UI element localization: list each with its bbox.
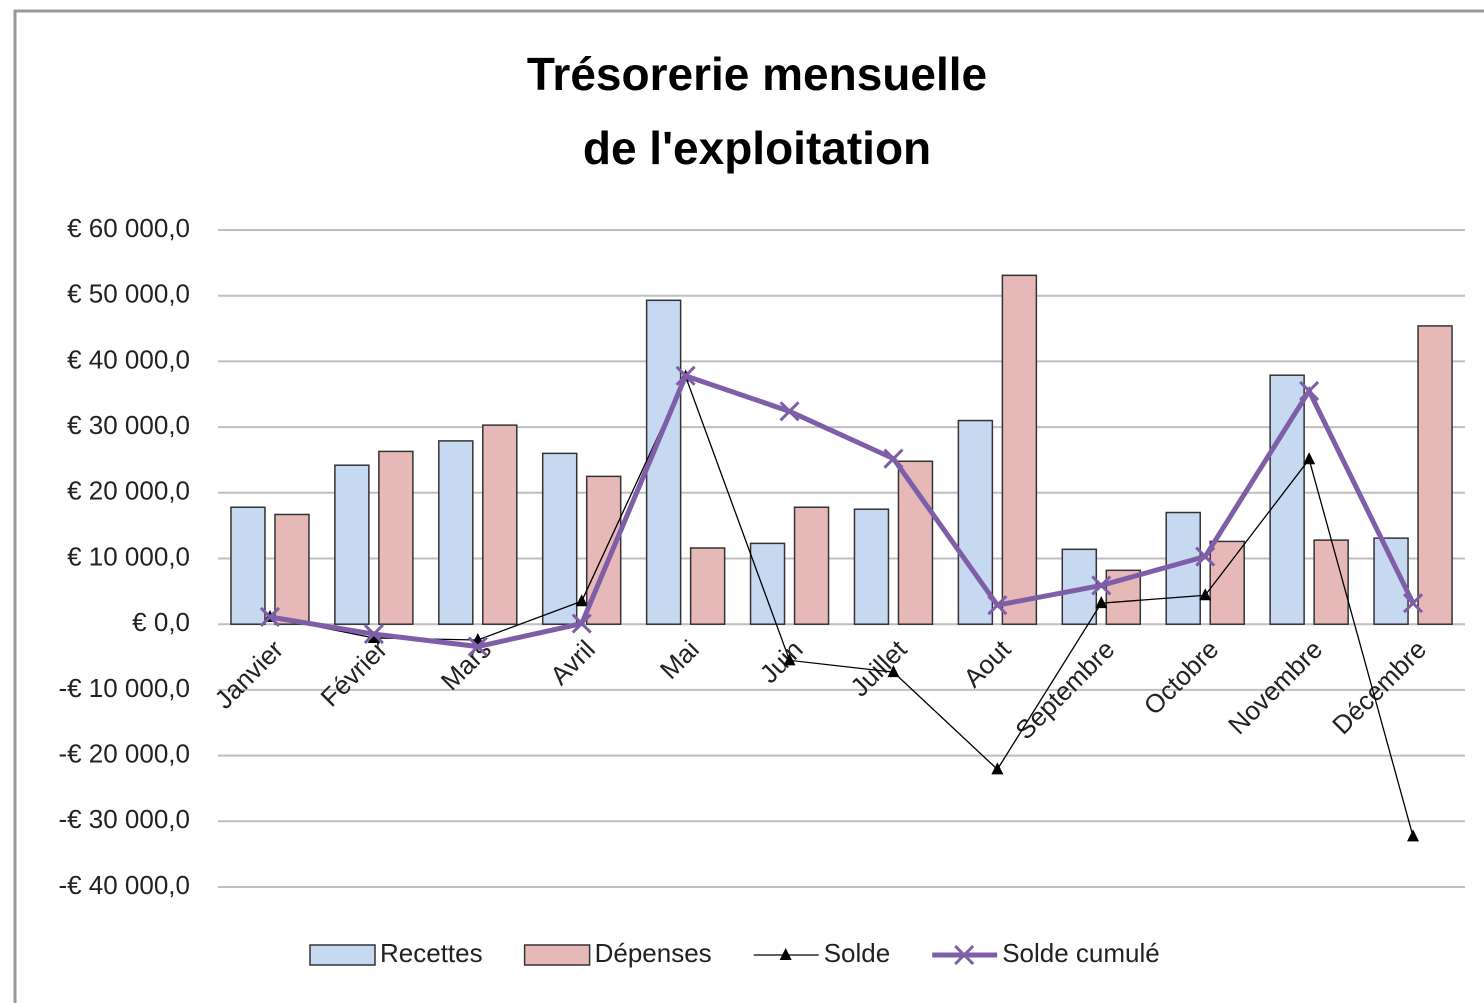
bar [1417, 325, 1453, 625]
point [259, 606, 281, 628]
y-tick-label: € 0,0 [132, 607, 190, 637]
bar [438, 440, 474, 625]
bar [378, 450, 414, 625]
bar [645, 299, 682, 625]
y-tick-label: -€ 40 000,0 [58, 870, 190, 900]
point [779, 401, 800, 422]
point [1091, 575, 1112, 596]
point [883, 448, 904, 469]
legend-swatch [309, 944, 376, 966]
point [1195, 546, 1216, 567]
point [363, 623, 384, 645]
chart-title: Trésorerie mensuelle [527, 48, 987, 100]
point [1407, 829, 1420, 842]
bar [749, 542, 786, 625]
point [675, 365, 696, 386]
legend-marker [954, 944, 975, 966]
point [1303, 452, 1316, 465]
point [367, 630, 380, 643]
bar [274, 513, 310, 625]
point [571, 613, 592, 634]
legend-label: Recettes [380, 938, 483, 968]
y-tick-label: -€ 30 000,0 [58, 804, 190, 834]
bar [689, 547, 726, 625]
y-tick-label: € 30 000,0 [67, 410, 190, 440]
bar [1209, 540, 1245, 625]
y-tick-label: -€ 20 000,0 [58, 738, 190, 768]
bar [541, 452, 578, 625]
point [575, 594, 588, 607]
line [269, 372, 1416, 650]
y-tick-label: € 10 000,0 [67, 541, 190, 571]
point [987, 595, 1008, 616]
point [1199, 588, 1212, 601]
bar [230, 506, 266, 625]
bar [1269, 374, 1305, 625]
point [1402, 593, 1424, 614]
legend-label: Solde cumulé [1002, 938, 1160, 968]
y-tick-label: € 40 000,0 [67, 344, 190, 374]
legend-label: Solde [824, 938, 891, 968]
point [887, 665, 900, 678]
bar [482, 424, 518, 625]
point [783, 653, 796, 666]
legend-marker [779, 948, 792, 960]
point [1095, 596, 1108, 609]
bar [334, 464, 370, 625]
bar [1001, 274, 1038, 625]
y-tick-label: -€ 10 000,0 [58, 673, 190, 703]
legend-label: Dépenses [595, 938, 712, 968]
y-tick-label: € 60 000,0 [67, 213, 190, 243]
bar [853, 508, 890, 625]
bar [793, 506, 830, 625]
point [991, 762, 1004, 775]
point [1299, 380, 1320, 402]
chart-title: de l'exploitation [583, 122, 931, 174]
legend-swatch [523, 944, 591, 966]
line [269, 374, 1414, 837]
y-tick-label: € 50 000,0 [67, 279, 190, 309]
y-tick-label: € 20 000,0 [67, 476, 190, 506]
point [467, 636, 488, 657]
